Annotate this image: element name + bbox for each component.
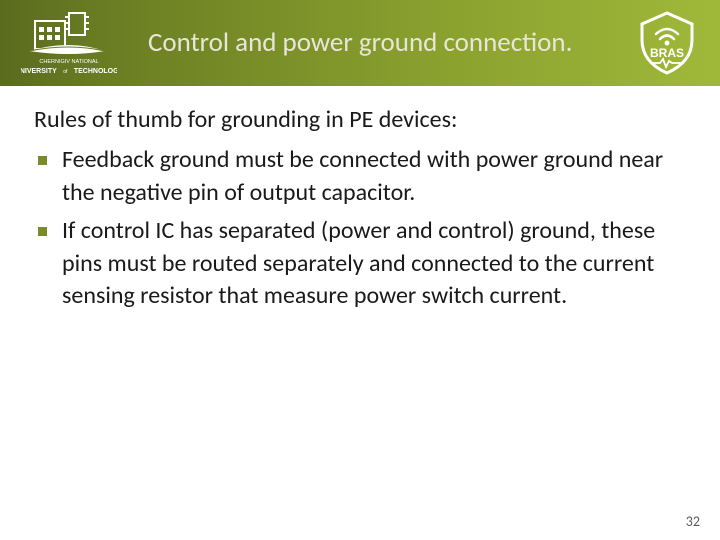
svg-text:UNIVERSITY of: UNIVERSITY of TECHNOLOGY	[21, 60, 117, 77]
university-logo: CHERNIGIV NATIONAL UNIVERSITY of TECHNOL…	[14, 5, 124, 81]
list-item: Feedback ground must be connected with p…	[34, 144, 686, 209]
university-logo-line2b: of	[63, 69, 68, 75]
university-logo-line2a: UNIVERSITY	[21, 68, 57, 75]
intro-text: Rules of thumb for grounding in PE devic…	[34, 104, 686, 136]
slide-header: CHERNIGIV NATIONAL UNIVERSITY of TECHNOL…	[0, 0, 720, 86]
bras-logo-icon: BRAS	[634, 10, 700, 76]
university-logo-icon: CHERNIGIV NATIONAL UNIVERSITY of TECHNOL…	[21, 7, 117, 79]
bullet-list: Feedback ground must be connected with p…	[34, 144, 686, 312]
university-logo-line2c: TECHNOLOGY	[74, 68, 117, 75]
bras-logo-label: BRAS	[650, 46, 684, 60]
list-item: If control IC has separated (power and c…	[34, 215, 686, 312]
slide-content: Rules of thumb for grounding in PE devic…	[0, 86, 720, 312]
page-number: 32	[686, 513, 700, 530]
bras-logo: BRAS	[632, 8, 702, 78]
slide-title: Control and power ground connection.	[148, 27, 632, 58]
